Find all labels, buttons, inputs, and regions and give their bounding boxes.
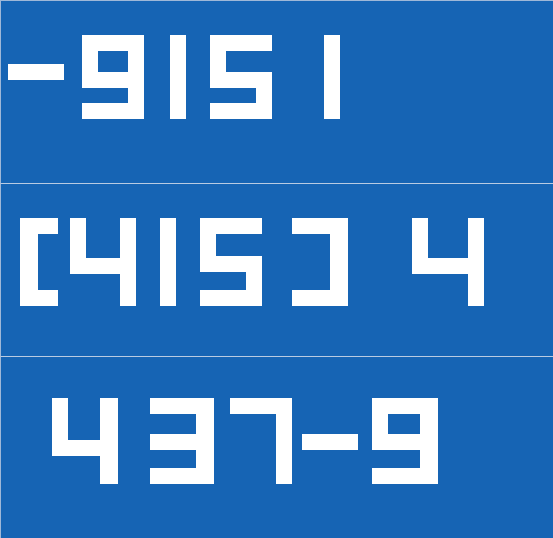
glyph-4b — [412, 218, 484, 306]
glyph-1 — [170, 35, 186, 119]
line-2-glyphs — [20, 218, 484, 306]
glyph-3 — [150, 398, 214, 484]
glyph-4 — [70, 218, 136, 306]
glyph-minus-b — [302, 434, 358, 450]
line-3-glyphs — [52, 398, 438, 484]
glyph-1c — [160, 218, 176, 306]
glyph-minus — [8, 64, 64, 80]
glyph-1b — [324, 35, 340, 119]
glyph-7 — [230, 398, 292, 484]
line-1-glyphs — [8, 35, 340, 119]
glyph-bracket-open — [20, 218, 58, 306]
glyph-4c — [52, 398, 118, 484]
glyph-bracket-close — [292, 218, 348, 306]
glyph-9 — [82, 35, 144, 119]
glyph-9b — [372, 398, 438, 484]
glyph-5 — [210, 35, 272, 119]
glyph-5b — [200, 218, 262, 306]
display-line-1: -9151 — [0, 0, 553, 183]
